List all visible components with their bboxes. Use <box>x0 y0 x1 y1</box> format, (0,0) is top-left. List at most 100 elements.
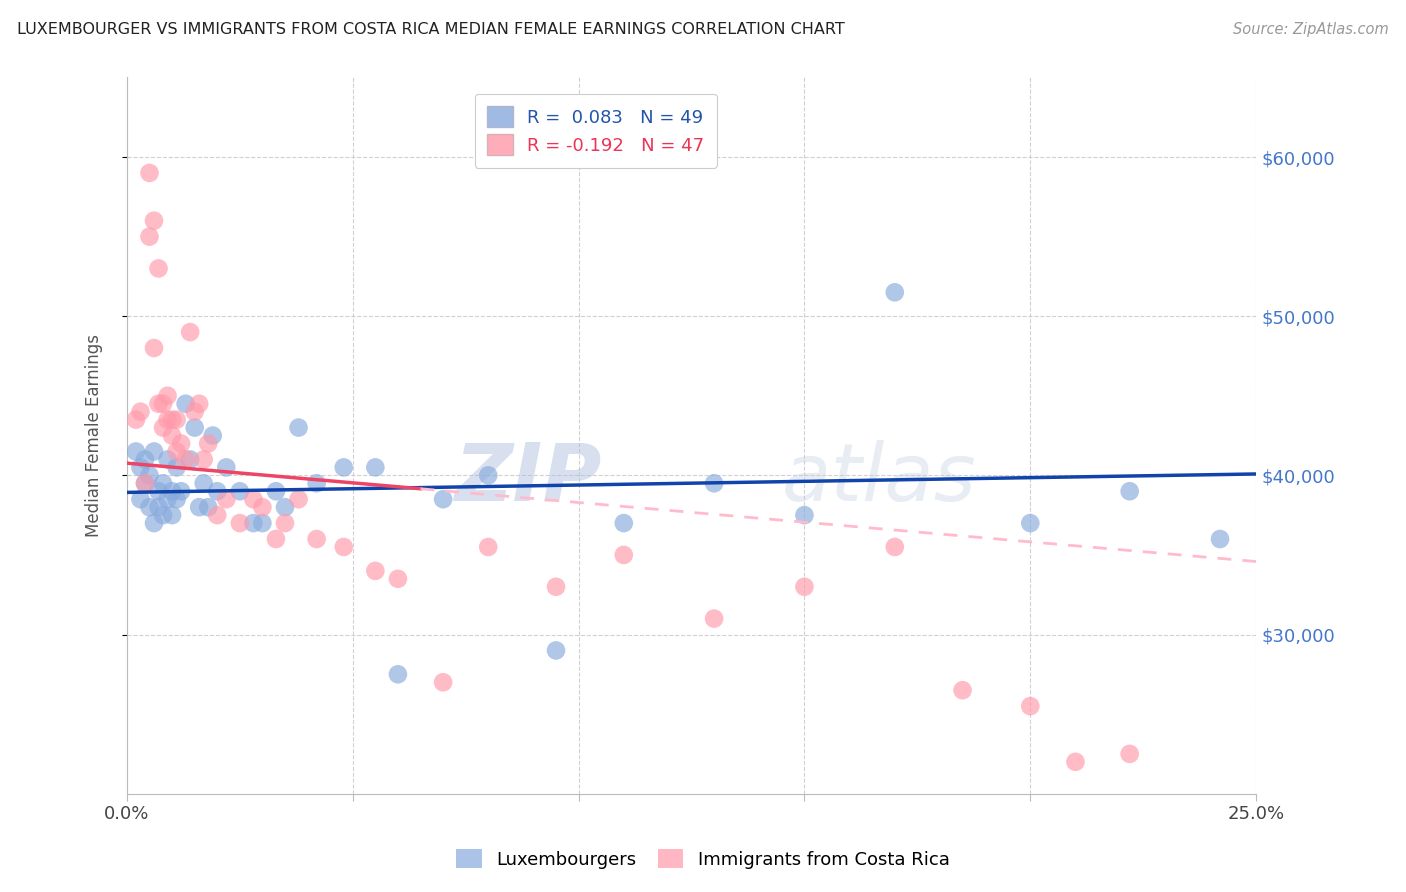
Point <box>170 484 193 499</box>
Point <box>305 476 328 491</box>
Point <box>242 492 264 507</box>
Point <box>883 540 905 554</box>
Point <box>432 492 454 507</box>
Point <box>152 420 174 434</box>
Point <box>432 675 454 690</box>
Point <box>952 683 974 698</box>
Point <box>215 492 238 507</box>
Point <box>193 476 215 491</box>
Point <box>160 508 183 523</box>
Point <box>1118 484 1140 499</box>
Text: ZIP: ZIP <box>454 440 602 517</box>
Point <box>793 580 815 594</box>
Point <box>264 532 287 546</box>
Point <box>166 412 188 426</box>
Point <box>152 397 174 411</box>
Point <box>364 460 387 475</box>
Point <box>207 508 229 523</box>
Point <box>160 412 183 426</box>
Point <box>229 484 252 499</box>
Point <box>134 476 156 491</box>
Point <box>1209 532 1232 546</box>
Text: LUXEMBOURGER VS IMMIGRANTS FROM COSTA RICA MEDIAN FEMALE EARNINGS CORRELATION CH: LUXEMBOURGER VS IMMIGRANTS FROM COSTA RI… <box>17 22 845 37</box>
Point <box>274 516 297 530</box>
Point <box>129 405 152 419</box>
Point <box>544 643 567 657</box>
Text: atlas: atlas <box>782 440 977 517</box>
Point <box>242 516 264 530</box>
Point <box>287 492 309 507</box>
Point <box>332 460 354 475</box>
Point <box>387 667 409 681</box>
Point <box>160 484 183 499</box>
Point <box>264 484 287 499</box>
Point <box>1019 699 1042 714</box>
Point <box>152 476 174 491</box>
Point <box>156 412 179 426</box>
Point <box>166 444 188 458</box>
Point <box>125 412 148 426</box>
Point <box>364 564 387 578</box>
Point <box>134 452 156 467</box>
Point <box>138 229 160 244</box>
Point <box>193 452 215 467</box>
Y-axis label: Median Female Earnings: Median Female Earnings <box>86 334 103 537</box>
Point <box>174 452 197 467</box>
Point <box>332 540 354 554</box>
Point <box>152 508 174 523</box>
Point <box>387 572 409 586</box>
Point <box>170 436 193 450</box>
Point <box>156 492 179 507</box>
Text: Source: ZipAtlas.com: Source: ZipAtlas.com <box>1233 22 1389 37</box>
Point <box>613 516 636 530</box>
Point <box>215 460 238 475</box>
Point <box>174 397 197 411</box>
Point <box>148 484 170 499</box>
Point <box>156 452 179 467</box>
Point <box>197 500 219 515</box>
Point <box>287 420 309 434</box>
Point <box>207 484 229 499</box>
Point <box>188 397 211 411</box>
Point <box>134 476 156 491</box>
Point <box>148 500 170 515</box>
Point <box>188 500 211 515</box>
Point <box>252 516 274 530</box>
Point <box>143 516 166 530</box>
Point <box>156 389 179 403</box>
Point <box>197 436 219 450</box>
Point <box>703 476 725 491</box>
Legend: R =  0.083   N = 49, R = -0.192   N = 47: R = 0.083 N = 49, R = -0.192 N = 47 <box>475 94 717 168</box>
Point <box>305 532 328 546</box>
Point <box>1118 747 1140 761</box>
Point <box>138 468 160 483</box>
Point <box>160 428 183 442</box>
Point <box>138 166 160 180</box>
Point <box>179 325 201 339</box>
Point <box>229 516 252 530</box>
Point <box>129 492 152 507</box>
Legend: Luxembourgers, Immigrants from Costa Rica: Luxembourgers, Immigrants from Costa Ric… <box>450 842 956 876</box>
Point <box>138 500 160 515</box>
Point <box>179 452 201 467</box>
Point <box>1064 755 1087 769</box>
Point <box>201 428 224 442</box>
Point <box>793 508 815 523</box>
Point <box>274 500 297 515</box>
Point <box>148 397 170 411</box>
Point <box>1019 516 1042 530</box>
Point <box>129 460 152 475</box>
Point <box>252 500 274 515</box>
Point <box>613 548 636 562</box>
Point <box>125 444 148 458</box>
Point <box>143 444 166 458</box>
Point <box>166 492 188 507</box>
Point <box>148 261 170 276</box>
Point <box>703 611 725 625</box>
Point <box>143 213 166 227</box>
Point <box>166 460 188 475</box>
Point <box>143 341 166 355</box>
Point <box>477 540 499 554</box>
Point <box>544 580 567 594</box>
Point <box>477 468 499 483</box>
